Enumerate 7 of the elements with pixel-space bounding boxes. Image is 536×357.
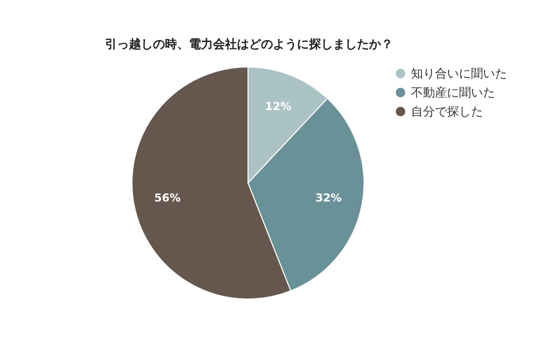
legend-label: 知り合いに聞いた (411, 66, 507, 80)
data-label: 56% (154, 191, 181, 204)
chart-title: 引っ越しの時、電力会社はどのように探しましたか？ (105, 37, 393, 51)
legend-label: 自分で探した (411, 104, 483, 118)
legend-label: 不動産に聞いた (411, 86, 495, 100)
data-label: 32% (315, 191, 342, 204)
data-label: 12% (265, 100, 292, 113)
